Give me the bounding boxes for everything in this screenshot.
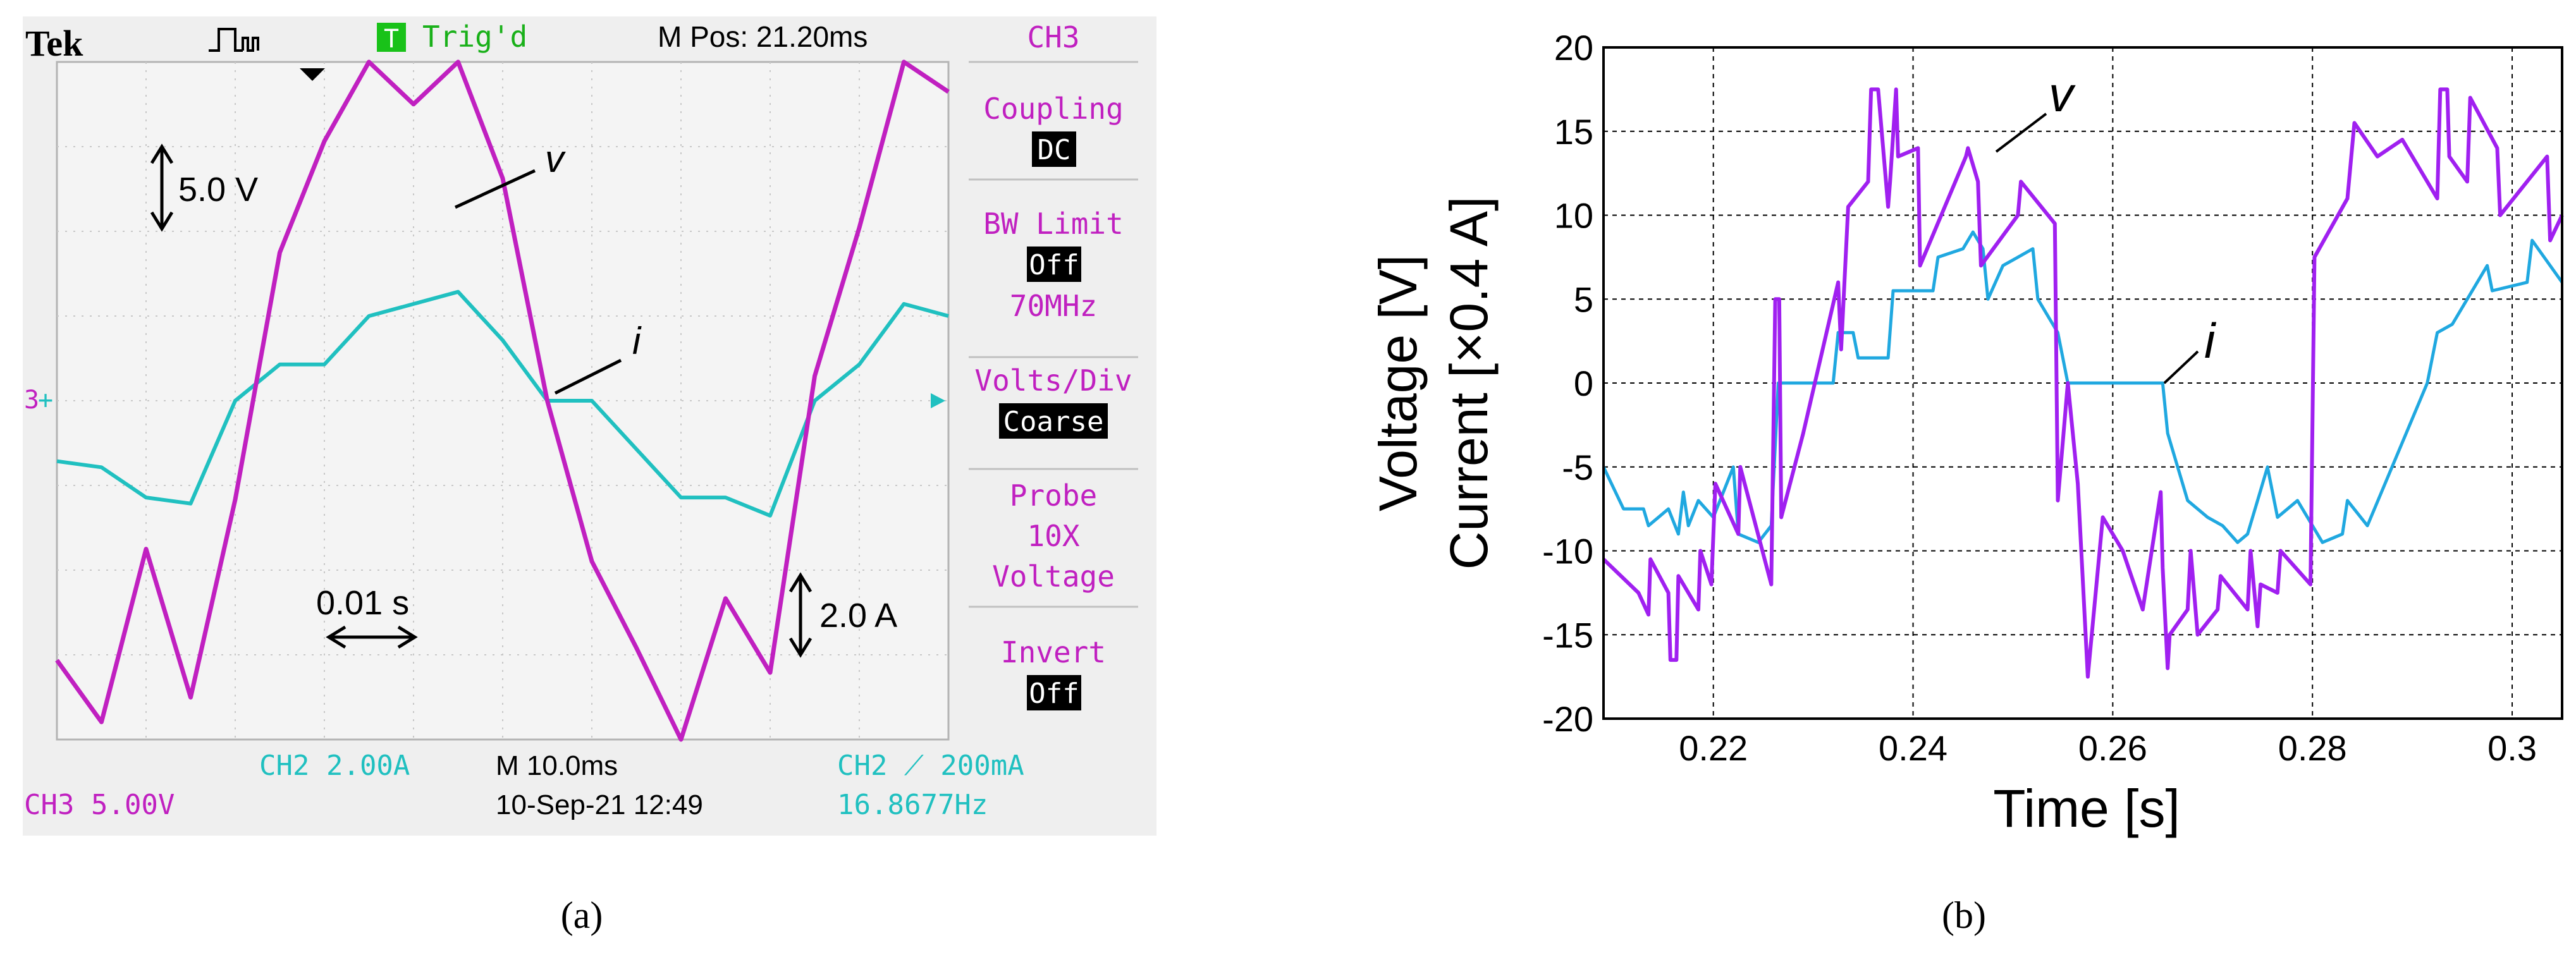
trigger-level-arrow — [931, 393, 945, 408]
menu-probe-gain: 10X — [1027, 519, 1079, 553]
amp-scale-marker — [788, 572, 813, 658]
y-tick-label: -15 — [1542, 615, 1593, 655]
menu-bw-label[interactable]: BW Limit — [983, 207, 1124, 241]
trigger-badge-letter: T — [384, 25, 399, 54]
ch3-ground-marker: 3 — [24, 386, 39, 415]
menu-vdiv-label[interactable]: Volts/Div — [974, 363, 1132, 398]
menu-coupling-box — [1032, 131, 1076, 167]
menu-bw-box — [1027, 247, 1081, 282]
plot-i-label: i — [2204, 313, 2217, 368]
plot-v-label: v — [2049, 66, 2076, 122]
plot-frame — [1602, 46, 2563, 720]
y-tick-label: -5 — [1562, 448, 1593, 487]
plot-voltage-line — [1602, 87, 2564, 679]
menu-invert-box — [1027, 675, 1081, 710]
m-pos-readout: M Pos: 21.20ms — [658, 20, 868, 53]
menu-channel: CH3 — [1027, 20, 1079, 54]
y-tick-label: 10 — [1554, 196, 1593, 236]
trigger-badge — [377, 23, 406, 52]
plot-i-leader — [2163, 350, 2199, 384]
status-ch3-scale: CH3 5.00V — [24, 789, 175, 821]
ch2-ground-marker: + — [38, 386, 53, 415]
x-tick-label: 0.26 — [2078, 728, 2147, 768]
scope-i-leader — [554, 358, 622, 395]
y-tick-label: 0 — [1574, 363, 1593, 403]
menu-coupling-value: DC — [1038, 134, 1071, 166]
y-tick-label: 20 — [1554, 28, 1593, 68]
status-frequency: 16.8677Hz — [837, 789, 988, 821]
pulse-icon — [209, 28, 259, 52]
x-tick-label: 0.28 — [2278, 728, 2347, 768]
menu-invert-value: Off — [1029, 678, 1079, 710]
volt-scale-marker — [150, 143, 174, 232]
y-tick-labels: 20 15 10 5 0 -5 -10 -15 -20 — [1542, 28, 1593, 739]
x-axis-label: Time [s] — [1993, 779, 2180, 838]
plot-current-line — [1602, 230, 2564, 544]
y-tick-label: -20 — [1542, 699, 1593, 739]
volt-scale-label: 5.0 V — [178, 171, 258, 209]
oscilloscope-panel: Tek T Trig'd M Pos: 21.20ms CH3 Coupling… — [23, 16, 1156, 836]
x-tick-label: 0.3 — [2487, 728, 2537, 768]
menu-vdiv-value: Coarse — [1003, 406, 1104, 438]
scope-current-trace — [56, 289, 949, 518]
time-scale-label: 0.01 s — [316, 584, 409, 622]
scope-i-label: i — [632, 320, 642, 362]
amp-scale-label: 2.0 A — [819, 597, 897, 635]
scope-voltage-trace — [55, 59, 950, 742]
menu-probe-label[interactable]: Probe — [1010, 478, 1097, 513]
status-ch2-scale: CH2 2.00A — [259, 750, 410, 782]
status-trigger: CH2 ⟋ 200mA — [837, 750, 1024, 782]
status-datetime: 10-Sep-21 12:49 — [496, 789, 703, 820]
menu-bw-value: Off — [1029, 249, 1079, 281]
trigger-position-arrow — [300, 68, 325, 81]
x-tick-label: 0.24 — [1879, 728, 1947, 768]
y-axis-label-current: Current [×0.4 A] — [1439, 197, 1499, 570]
scope-side-menu: CH3 Coupling DC BW Limit Off 70MHz Volts… — [969, 20, 1138, 710]
trigger-status: Trig'd — [422, 20, 527, 54]
menu-vdiv-box — [999, 403, 1108, 439]
plot-v-leader — [1995, 113, 2047, 153]
time-scale-marker — [326, 625, 418, 649]
menu-coupling-label[interactable]: Coupling — [983, 92, 1124, 126]
y-axis-label-voltage: Voltage [V] — [1368, 255, 1428, 511]
x-tick-label: 0.22 — [1679, 728, 1748, 768]
panel-label-a: (a) — [561, 894, 603, 936]
menu-probe-type: Voltage — [992, 559, 1115, 594]
menu-invert-label[interactable]: Invert — [1001, 635, 1106, 669]
scope-v-label: v — [545, 138, 566, 180]
y-tick-label: 15 — [1554, 112, 1593, 152]
panel-label-b: (b) — [1942, 894, 1986, 936]
y-tick-label: -10 — [1542, 532, 1593, 571]
x-tick-labels: 0.22 0.24 0.26 0.28 0.3 — [1679, 728, 2537, 768]
menu-bw-freq: 70MHz — [1010, 289, 1097, 323]
scope-v-leader — [454, 169, 536, 209]
scope-brand: Tek — [25, 23, 83, 64]
y-tick-label: 5 — [1574, 279, 1593, 319]
status-timebase: M 10.0ms — [496, 750, 618, 781]
